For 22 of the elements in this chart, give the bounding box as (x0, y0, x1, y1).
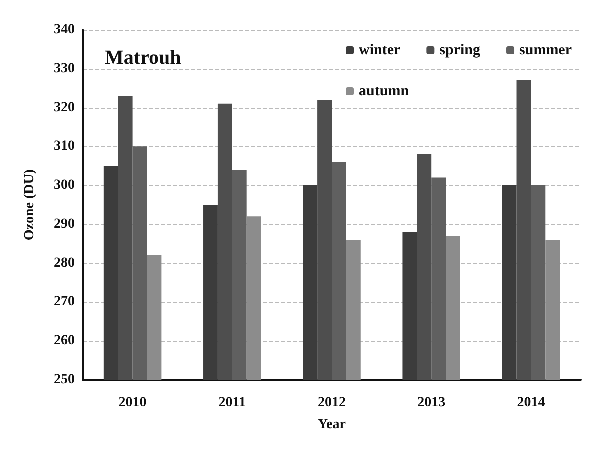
x-axis-title: Year (318, 418, 346, 432)
legend-label: winter (359, 42, 402, 58)
y-tick-label: 310 (54, 139, 75, 154)
x-tick-label: 2014 (517, 396, 546, 410)
y-tick-label: 330 (54, 61, 75, 76)
y-tick-label: 280 (54, 256, 75, 271)
y-tick-label: 250 (54, 372, 75, 388)
y-tick-label: 270 (54, 294, 75, 310)
legend-label: autumn (359, 84, 410, 100)
y-tick-label: 260 (54, 334, 75, 349)
y-tick-label: 320 (54, 100, 75, 116)
legend-label: summer (520, 42, 572, 58)
y-tick-label: 290 (54, 216, 75, 232)
x-tick-label: 2013 (418, 396, 446, 410)
y-axis-title: Ozone (DU) (22, 169, 38, 241)
x-tick-label: 2011 (218, 396, 246, 410)
y-tick-label: 340 (54, 22, 75, 38)
annotation: Matrouh (105, 47, 182, 69)
y-tick-label: 300 (54, 178, 75, 194)
legend-label: spring (440, 42, 482, 58)
x-tick-label: 2010 (118, 396, 147, 410)
x-tick-label: 2012 (318, 396, 346, 410)
